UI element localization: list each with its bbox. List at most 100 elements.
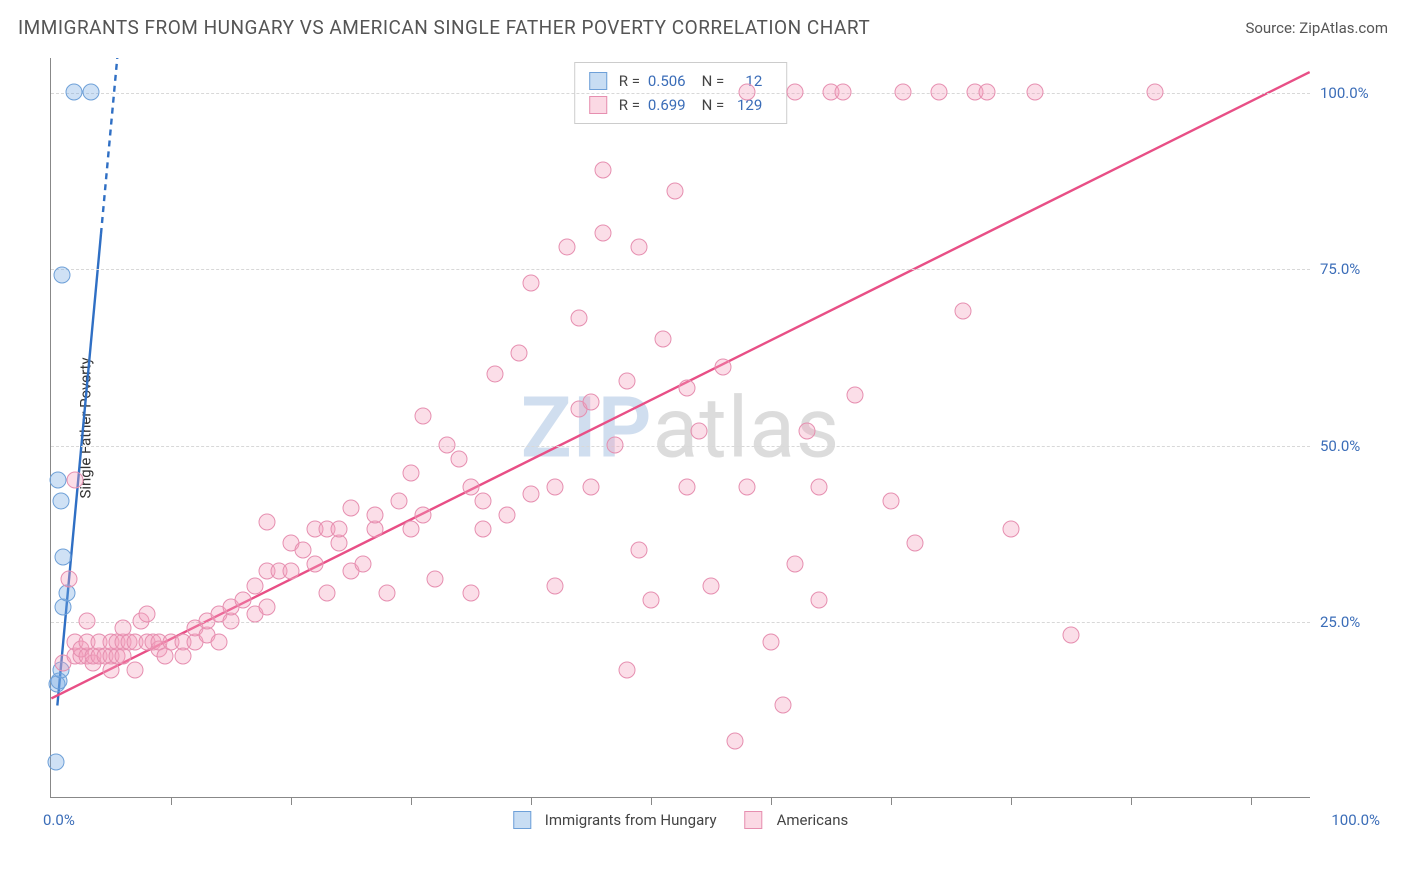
swatch-pink-icon — [589, 96, 607, 114]
stat-r-value-0: 0.506 — [648, 69, 686, 93]
scatter-point — [799, 422, 816, 439]
scatter-point — [61, 570, 78, 587]
scatter-point — [883, 493, 900, 510]
y-tick-label: 100.0% — [1320, 84, 1380, 102]
scatter-point — [67, 471, 84, 488]
scatter-point — [235, 591, 252, 608]
swatch-pink-icon — [745, 811, 763, 829]
swatch-blue-icon — [513, 811, 531, 829]
source-prefix: Source: — [1245, 19, 1299, 37]
scatter-point — [631, 542, 648, 559]
scatter-point — [391, 493, 408, 510]
scatter-point — [619, 373, 636, 390]
legend-bottom: Immigrants from Hungary Americans — [513, 811, 848, 829]
x-tick — [771, 797, 772, 805]
scatter-point — [643, 591, 660, 608]
scatter-point — [403, 521, 420, 538]
x-tick — [291, 797, 292, 805]
x-tick — [171, 797, 172, 805]
scatter-point — [451, 450, 468, 467]
scatter-point — [583, 478, 600, 495]
scatter-point — [547, 478, 564, 495]
stat-r-label: R = — [619, 93, 640, 117]
chart-title: IMMIGRANTS FROM HUNGARY VS AMERICAN SING… — [18, 16, 870, 39]
scatter-point — [259, 514, 276, 531]
scatter-point — [835, 84, 852, 101]
scatter-point — [367, 507, 384, 524]
scatter-point — [787, 556, 804, 573]
scatter-point — [319, 584, 336, 601]
y-tick-label: 75.0% — [1320, 260, 1380, 278]
scatter-point — [55, 549, 72, 566]
plot-area: Single Father Poverty ZIPatlas R = 0.506… — [50, 58, 1310, 798]
scatter-point — [691, 422, 708, 439]
x-tick — [651, 797, 652, 805]
scatter-point — [595, 161, 612, 178]
source-attribution: Source: ZipAtlas.com — [1245, 19, 1388, 37]
scatter-point — [703, 577, 720, 594]
scatter-point — [931, 84, 948, 101]
scatter-point — [607, 436, 624, 453]
scatter-point — [487, 366, 504, 383]
trend-lines — [51, 58, 1310, 797]
scatter-point — [811, 478, 828, 495]
scatter-point — [571, 309, 588, 326]
scatter-point — [307, 556, 324, 573]
scatter-point — [127, 662, 144, 679]
scatter-point — [1003, 521, 1020, 538]
scatter-point — [50, 471, 67, 488]
scatter-point — [475, 493, 492, 510]
scatter-point — [463, 584, 480, 601]
stat-n-label: N = — [702, 93, 725, 117]
scatter-point — [547, 577, 564, 594]
scatter-point — [655, 330, 672, 347]
scatter-point — [679, 478, 696, 495]
scatter-point — [631, 239, 648, 256]
x-axis-max-label: 100.0% — [1331, 811, 1380, 829]
stat-r-value-1: 0.699 — [648, 93, 686, 117]
scatter-point — [211, 633, 228, 650]
scatter-point — [787, 84, 804, 101]
x-tick — [531, 797, 532, 805]
scatter-point — [511, 345, 528, 362]
scatter-point — [379, 584, 396, 601]
watermark-part1: ZIP — [521, 378, 653, 477]
scatter-point — [343, 500, 360, 517]
chart-container: Single Father Poverty ZIPatlas R = 0.506… — [50, 58, 1390, 828]
scatter-point — [295, 542, 312, 559]
scatter-point — [583, 394, 600, 411]
stat-n-label: N = — [702, 69, 725, 93]
scatter-point — [463, 478, 480, 495]
scatter-point — [847, 387, 864, 404]
scatter-point — [559, 239, 576, 256]
source-name: ZipAtlas.com — [1299, 19, 1388, 37]
scatter-point — [523, 274, 540, 291]
scatter-point — [415, 507, 432, 524]
scatter-point — [47, 753, 64, 770]
scatter-point — [1147, 84, 1164, 101]
scatter-point — [679, 380, 696, 397]
scatter-point — [775, 697, 792, 714]
scatter-point — [415, 408, 432, 425]
scatter-point — [52, 493, 69, 510]
y-tick-label: 50.0% — [1320, 437, 1380, 455]
stat-r-label: R = — [619, 69, 640, 93]
scatter-point — [259, 598, 276, 615]
legend-item-0: Immigrants from Hungary — [513, 811, 717, 829]
scatter-point — [65, 84, 82, 101]
grid-line — [51, 93, 1310, 94]
chart-header: IMMIGRANTS FROM HUNGARY VS AMERICAN SING… — [18, 16, 1388, 39]
y-tick-label: 25.0% — [1320, 613, 1380, 631]
grid-line — [51, 446, 1310, 447]
grid-line — [51, 622, 1310, 623]
scatter-point — [53, 267, 70, 284]
scatter-point — [439, 436, 456, 453]
x-tick — [1011, 797, 1012, 805]
x-axis-min-label: 0.0% — [43, 811, 75, 829]
legend-label-0: Immigrants from Hungary — [545, 811, 717, 829]
legend-label-1: Americans — [777, 811, 849, 829]
x-tick — [1251, 797, 1252, 805]
scatter-point — [811, 591, 828, 608]
scatter-point — [1063, 626, 1080, 643]
scatter-point — [739, 84, 756, 101]
